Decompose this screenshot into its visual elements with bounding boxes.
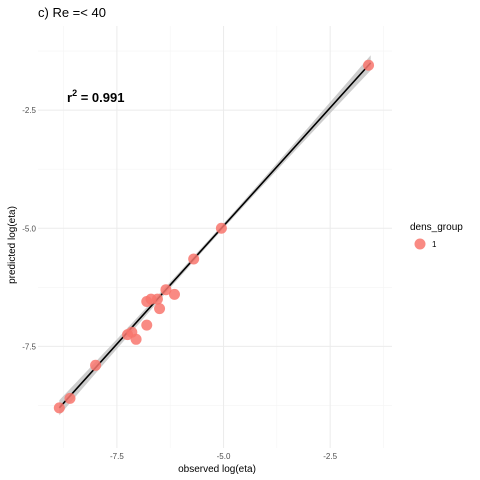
legend-swatch-1 bbox=[414, 238, 426, 250]
x-tick-label-2: -2.5 bbox=[323, 452, 337, 461]
data-point-0-1 bbox=[64, 392, 76, 404]
y-tick-label-1: -5.0 bbox=[22, 224, 36, 233]
data-point-0-2 bbox=[90, 359, 102, 371]
data-point-0-12 bbox=[168, 288, 180, 300]
y-tick-label-0: -7.5 bbox=[22, 342, 36, 351]
x-tick-label-0: -7.5 bbox=[110, 452, 124, 461]
x-axis-title: observed log(eta) bbox=[178, 464, 256, 475]
data-point-0-11 bbox=[160, 284, 172, 296]
data-point-0-15 bbox=[363, 59, 375, 71]
data-point-0-0 bbox=[53, 402, 65, 414]
r-squared-annotation: r2 = 0.991 bbox=[67, 88, 124, 105]
tick-labels: -7.5 -5.0 -2.5 -7.5 -5.0 -2.5 bbox=[22, 106, 337, 461]
legend: dens_group 1 bbox=[410, 222, 463, 250]
y-tick-label-2: -2.5 bbox=[22, 106, 36, 115]
legend-title: dens_group bbox=[410, 222, 463, 233]
fit-line bbox=[58, 62, 372, 409]
x-tick-label-1: -5.0 bbox=[217, 452, 231, 461]
r-squared-superscript: 2 bbox=[72, 88, 77, 98]
data-point-0-10 bbox=[154, 303, 166, 315]
data-point-0-9 bbox=[151, 293, 163, 305]
legend-label-1: 1 bbox=[432, 240, 437, 249]
data-point-0-5 bbox=[130, 333, 142, 345]
data-point-0-6 bbox=[141, 319, 153, 331]
data-point-0-14 bbox=[215, 222, 227, 234]
r-squared-prefix: r bbox=[67, 90, 72, 105]
y-axis-title: predicted log(eta) bbox=[7, 206, 18, 284]
chart-title: c) Re =< 40 bbox=[38, 5, 106, 20]
fit-line-group bbox=[58, 62, 372, 409]
r-squared-value: = 0.991 bbox=[77, 90, 124, 105]
data-points bbox=[53, 59, 375, 414]
data-point-0-13 bbox=[188, 253, 200, 265]
